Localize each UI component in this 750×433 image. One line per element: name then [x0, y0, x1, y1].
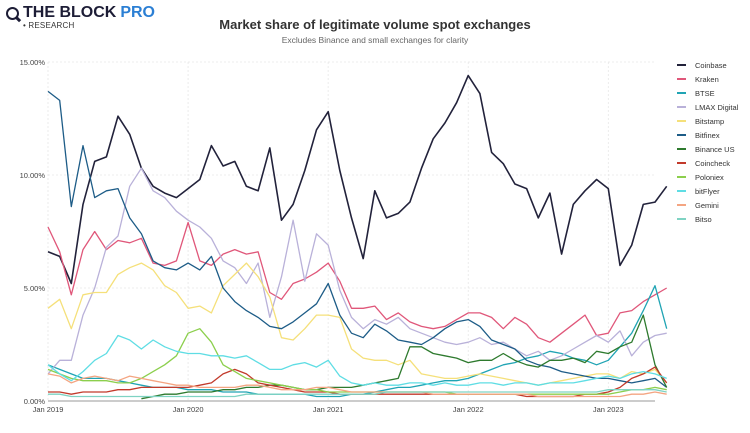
x-tick-label: Jan 2021: [313, 405, 344, 414]
legend-item: bitFlyer: [677, 184, 738, 198]
x-tick-label: Jan 2022: [453, 405, 484, 414]
x-tick-label: Jan 2019: [33, 405, 64, 414]
legend-swatch: [677, 105, 686, 109]
legend-swatch: [677, 119, 686, 123]
chart-title: Market share of legitimate volume spot e…: [219, 17, 531, 32]
legend-swatch: [677, 77, 686, 81]
series-line-coinbase: [47, 74, 668, 285]
legend-item: Bitso: [677, 212, 738, 226]
legend-label: BTSE: [695, 88, 715, 98]
legend-label: Binance US: [695, 144, 735, 154]
legend-label: Bitso: [695, 214, 712, 224]
brand-pro: PRO: [120, 4, 155, 21]
legend-label: Bitstamp: [695, 116, 725, 126]
chart-legend: Coinbase Kraken BTSE LMAX Digital Bitstamp Bi…: [677, 58, 738, 226]
legend-item: Poloniex: [677, 170, 738, 184]
brand-subtitle: • RESEARCH: [23, 21, 75, 30]
series-line-bitfinex: [47, 90, 668, 388]
chart-subtitle: Excludes Binance and small exchanges for…: [281, 35, 469, 45]
legend-item: Bitstamp: [677, 114, 738, 128]
series-line-bitstamp: [47, 262, 668, 386]
y-tick-label: 15.00%: [20, 58, 46, 67]
y-tick-label: 10.00%: [20, 171, 46, 180]
y-tick-label: 0.00%: [24, 397, 46, 406]
series-line-btse: [47, 285, 668, 398]
legend-label: LMAX Digital: [695, 102, 739, 112]
legend-swatch: [677, 175, 686, 179]
legend-item: Kraken: [677, 72, 738, 86]
series-line-bitso: [48, 389, 667, 398]
legend-item: BTSE: [677, 86, 738, 100]
legend-item: Binance US: [677, 142, 738, 156]
x-tick-label: Jan 2020: [173, 405, 204, 414]
legend-swatch: [677, 63, 686, 67]
legend-swatch: [677, 203, 686, 207]
series-line-bitflyer: [47, 334, 667, 386]
legend-label: Bitfinex: [695, 130, 720, 140]
legend-swatch: [677, 161, 686, 165]
y-tick-label: 5.00%: [24, 284, 46, 293]
series-line-gemini: [47, 373, 667, 398]
series-line-binance-us: [141, 314, 668, 400]
brand-logo: THE BLOCK PRO: [6, 4, 155, 22]
x-tick-label: Jan 2023: [593, 405, 624, 414]
brand-block: THE BLOCK PRO • RESEARCH: [6, 4, 155, 30]
brand-name: THE BLOCK: [23, 4, 117, 21]
magnifier-logo-icon: [6, 6, 19, 20]
legend-label: Poloniex: [695, 172, 724, 182]
legend-item: LMAX Digital: [677, 100, 738, 114]
legend-label: Coinbase: [695, 60, 727, 70]
series-line-lmax-digital: [47, 167, 667, 375]
series-line-kraken: [47, 221, 668, 343]
legend-swatch: [677, 91, 686, 95]
legend-label: Coincheck: [695, 158, 731, 168]
legend-label: Gemini: [695, 200, 719, 210]
legend-item: Coincheck: [677, 156, 738, 170]
legend-item: Coinbase: [677, 58, 738, 72]
legend-label: bitFlyer: [695, 186, 720, 196]
legend-item: Bitfinex: [677, 128, 738, 142]
legend-item: Gemini: [677, 198, 738, 212]
legend-swatch: [677, 189, 686, 193]
legend-label: Kraken: [695, 74, 719, 84]
legend-swatch: [677, 147, 686, 151]
legend-swatch: [677, 133, 686, 137]
legend-swatch: [677, 217, 686, 221]
